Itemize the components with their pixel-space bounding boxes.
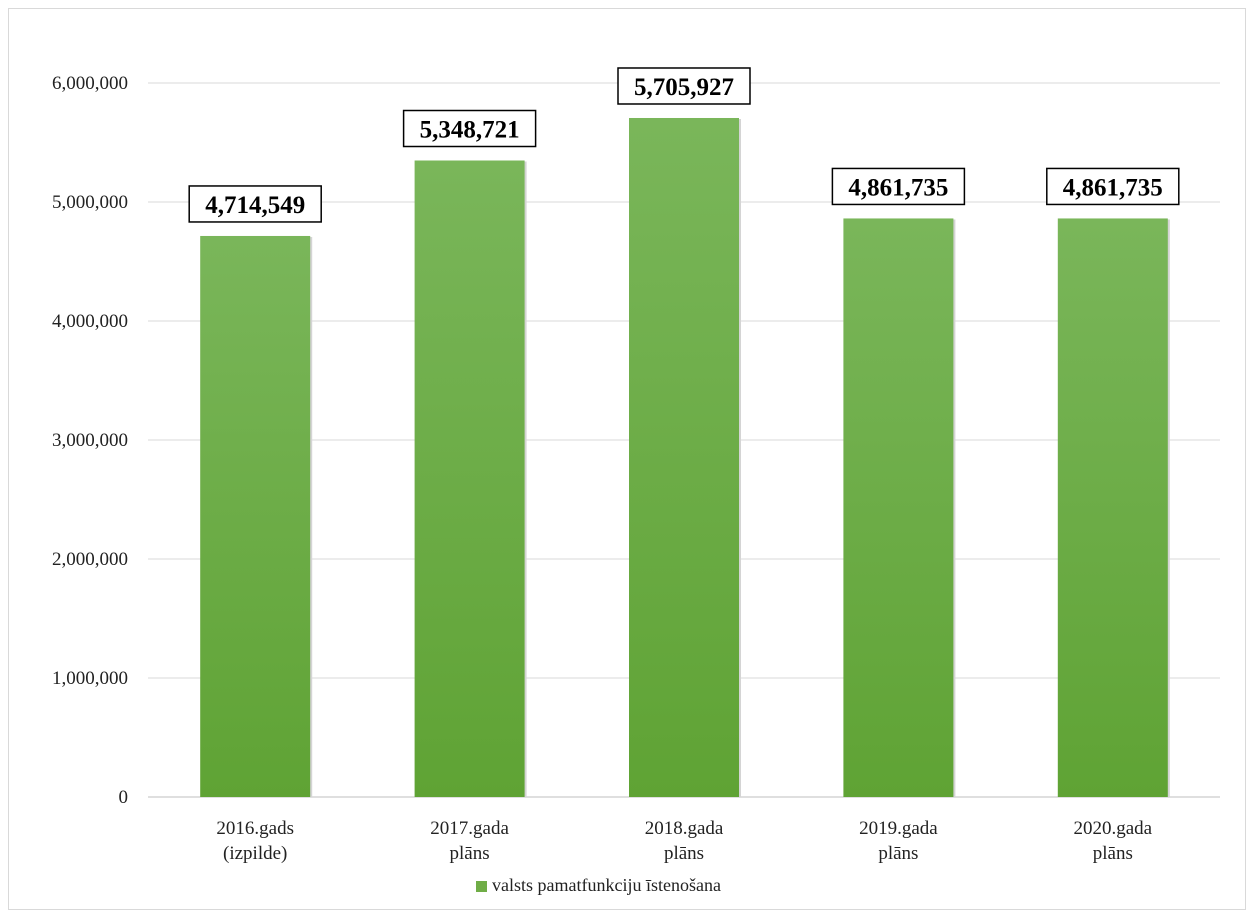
bar <box>629 117 739 797</box>
y-tick-label: 2,000,000 <box>52 549 128 570</box>
data-label-box <box>1046 167 1180 206</box>
bar <box>200 235 311 797</box>
data-label-box <box>617 67 751 105</box>
data-labels: 4,714,549 5,348,721 5,705,927 4,861,735 4,86… <box>188 67 1180 223</box>
legend: valsts pamatfunkciju īstenošana <box>476 875 721 895</box>
x-category-label: 2020.gada <box>1073 818 1152 839</box>
y-tick-label: 0 <box>119 787 129 808</box>
legend-label: valsts pamatfunkciju īstenošana <box>492 875 721 895</box>
x-category-label: plāns <box>664 843 704 864</box>
data-label: 4,714,549 <box>205 192 305 219</box>
bars <box>200 117 1170 797</box>
x-category-label: 2016.gads <box>216 818 294 839</box>
x-category-label: plāns <box>1093 843 1133 864</box>
y-tick-label: 1,000,000 <box>52 668 128 689</box>
x-category-label: plāns <box>450 843 490 864</box>
y-axis-ticks: 0 1,000,000 2,000,000 3,000,000 4,000,000 5,0… <box>52 73 128 808</box>
data-label: 4,861,735 <box>848 174 948 201</box>
legend-swatch <box>476 881 487 892</box>
y-tick-label: 5,000,000 <box>52 192 128 213</box>
x-axis-categories: 2016.gads (izpilde) 2017.gada plāns 2018.gad… <box>216 818 1152 864</box>
data-label-box <box>831 167 966 206</box>
y-tick-label: 3,000,000 <box>52 430 128 451</box>
bar <box>1057 218 1168 797</box>
bar <box>843 218 954 797</box>
data-label-box <box>402 109 537 148</box>
y-tick-label: 6,000,000 <box>52 73 128 94</box>
x-category-label: (izpilde) <box>223 843 287 864</box>
data-label: 4,861,735 <box>1063 174 1163 201</box>
y-tick-label: 4,000,000 <box>52 311 128 332</box>
data-label-box <box>188 185 322 223</box>
bar <box>414 160 525 797</box>
x-category-label: 2018.gada <box>645 818 724 839</box>
data-label: 5,705,927 <box>634 74 734 101</box>
data-label: 5,348,721 <box>420 117 520 144</box>
x-category-label: plāns <box>878 843 918 864</box>
x-category-label: 2019.gada <box>859 818 938 839</box>
x-category-label: 2017.gada <box>430 818 509 839</box>
